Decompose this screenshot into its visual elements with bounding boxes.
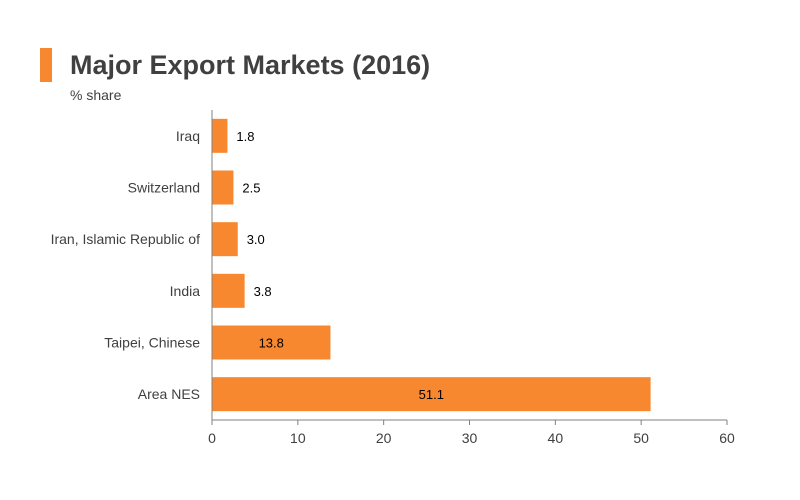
x-tick-label: 10 [290, 430, 306, 446]
bar [212, 118, 228, 153]
title-accent-bar [40, 48, 52, 82]
x-tick-label: 50 [633, 430, 649, 446]
x-tick-label: 60 [719, 430, 735, 446]
chart-subtitle: % share [70, 87, 122, 103]
bar [212, 222, 238, 257]
category-label: India [170, 283, 201, 299]
bar [212, 170, 234, 205]
data-label: 2.5 [242, 181, 260, 196]
data-label: 13.8 [259, 336, 284, 351]
category-label: Switzerland [128, 180, 200, 196]
bar [212, 273, 245, 308]
bar [212, 325, 331, 360]
x-tick-label: 30 [462, 430, 478, 446]
category-label: Iran, Islamic Republic of [51, 231, 201, 247]
category-label: Taipei, Chinese [104, 335, 200, 351]
data-label: 1.8 [236, 129, 254, 144]
x-tick-label: 20 [376, 430, 392, 446]
category-label: Area NES [138, 386, 200, 402]
x-tick-label: 0 [208, 430, 216, 446]
chart-title: Major Export Markets (2016) [70, 50, 431, 80]
bar [212, 377, 651, 412]
category-label: Iraq [176, 128, 200, 144]
data-label: 3.8 [254, 284, 272, 299]
x-tick-label: 40 [548, 430, 564, 446]
data-label: 51.1 [419, 387, 444, 402]
data-label: 3.0 [247, 232, 265, 247]
